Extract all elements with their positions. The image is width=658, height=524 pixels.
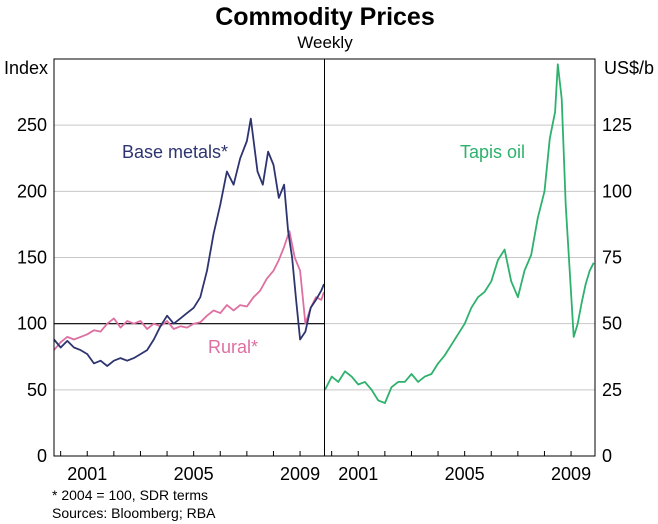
- right-axis-unit: US$/b: [604, 58, 654, 78]
- y-tick-label-right: 100: [602, 181, 632, 201]
- y-tick-label-right: 125: [602, 115, 632, 135]
- left-x-tick-labels: 2001 2005 2009: [67, 464, 320, 484]
- x-tick-label-left: 2009: [280, 464, 320, 484]
- tapis-oil-series-line: [324, 63, 595, 405]
- y-tick-label-left: 50: [27, 380, 47, 400]
- y-tick-label-left: 100: [17, 314, 47, 334]
- right-y-tick-labels: 0 25 50 75 100 125: [602, 115, 632, 466]
- base-metals-label: Base metals*: [122, 142, 228, 162]
- right-x-tick-labels: 2001 2005 2009: [338, 464, 591, 484]
- footnote: * 2004 = 100, SDR terms: [52, 487, 208, 503]
- rural-series-line: [53, 230, 325, 351]
- tapis-oil-label: Tapis oil: [460, 142, 525, 162]
- rural-label: Rural*: [208, 337, 258, 357]
- y-tick-label-left: 0: [37, 446, 47, 466]
- x-tick-label-right: 2001: [338, 464, 378, 484]
- y-tick-label-left: 200: [17, 181, 47, 201]
- y-tick-label-right: 0: [602, 446, 612, 466]
- left-y-tick-labels: 0 50 100 150 200 250: [17, 115, 47, 466]
- left-axis-unit: Index: [4, 58, 48, 78]
- y-tick-label-left: 250: [17, 115, 47, 135]
- chart-subtitle: Weekly: [297, 33, 353, 52]
- y-tick-label-right: 75: [602, 248, 622, 268]
- x-tick-label-left: 2001: [67, 464, 107, 484]
- x-tick-label-left: 2005: [174, 464, 214, 484]
- sources-note: Sources: Bloomberg; RBA: [52, 505, 216, 521]
- left-gridlines: [54, 124, 324, 391]
- y-tick-label-left: 150: [17, 248, 47, 268]
- chart-title: Commodity Prices: [215, 3, 435, 31]
- x-tick-label-right: 2009: [551, 464, 591, 484]
- y-tick-label-right: 50: [602, 314, 622, 334]
- base-metals-series-line: [53, 117, 325, 367]
- y-tick-label-right: 25: [602, 380, 622, 400]
- x-tick-label-right: 2005: [445, 464, 485, 484]
- x-tick-marks: [60, 451, 572, 456]
- right-gridlines: [325, 124, 595, 391]
